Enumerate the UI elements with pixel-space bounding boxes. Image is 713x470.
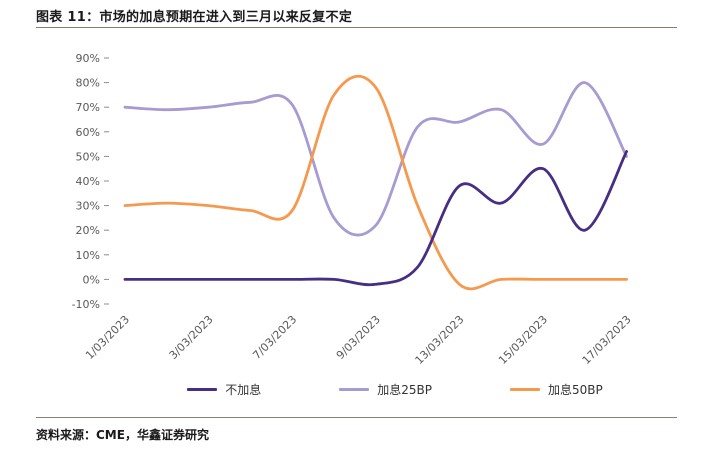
legend-label: 不加息 [225,383,262,397]
x-axis-tick-label: 1/03/2023 [83,313,132,362]
y-axis: 90% 80% 70% 60% 50% 40% 30% 20% 10% 0% -10% [72,52,109,311]
x-axis-tick-label: 9/03/2023 [334,313,383,362]
legend-label: 加息25BP [377,383,432,397]
x-axis-tick-label: 3/03/2023 [167,313,216,362]
x-axis-tick-label: 13/03/2023 [412,313,466,367]
y-axis-tick-label: 20% [76,224,100,237]
series-line-hike-50bp [123,74,628,291]
y-axis-tick-label: 90% [76,52,100,65]
x-axis-tick-label: 15/03/2023 [496,313,550,367]
legend-line-swatch [187,388,218,391]
y-axis-tick-label: 60% [76,126,100,139]
y-axis-tick-label: 10% [76,249,100,262]
line-chart: 90% 80% 70% 60% 50% 40% 30% 20% 10% 0% -10% 1/03/2… [72,52,634,367]
y-axis-tick-label: 80% [76,77,100,90]
legend-item-no-hike: 不加息 [187,381,261,398]
x-axis-tick-label: 17/03/2023 [580,313,634,367]
x-axis: 1/03/2023 3/03/2023 7/03/2023 9/03/2023 13/0… [83,313,634,367]
series-line-no-hike [123,150,628,287]
y-axis-tick-label: 40% [76,175,100,188]
chart-legend: 不加息 加息25BP 加息50BP [130,381,660,398]
series-lines [123,74,628,291]
legend-label: 加息50BP [548,383,603,397]
y-axis-tick-label: -10% [72,298,100,311]
x-axis-tick-label: 7/03/2023 [250,313,299,362]
legend-line-swatch [339,388,370,391]
figure-title: 图表 11：市场的加息预期在进入到三月以来反复不定 [36,10,353,25]
footer-divider [36,417,677,418]
y-axis-tick-label: 50% [76,150,100,163]
legend-item-hike-25bp: 加息25BP [339,381,432,398]
title-divider [36,27,677,28]
y-axis-tick-label: 70% [76,101,100,114]
y-axis-tick-label: 0% [83,273,100,286]
y-axis-tick-label: 30% [76,200,100,213]
series-line-hike-25bp [123,81,628,237]
legend-item-hike-50bp: 加息50BP [510,381,603,398]
source-note: 资料来源：CME，华鑫证券研究 [36,428,209,442]
legend-line-swatch [510,388,540,391]
